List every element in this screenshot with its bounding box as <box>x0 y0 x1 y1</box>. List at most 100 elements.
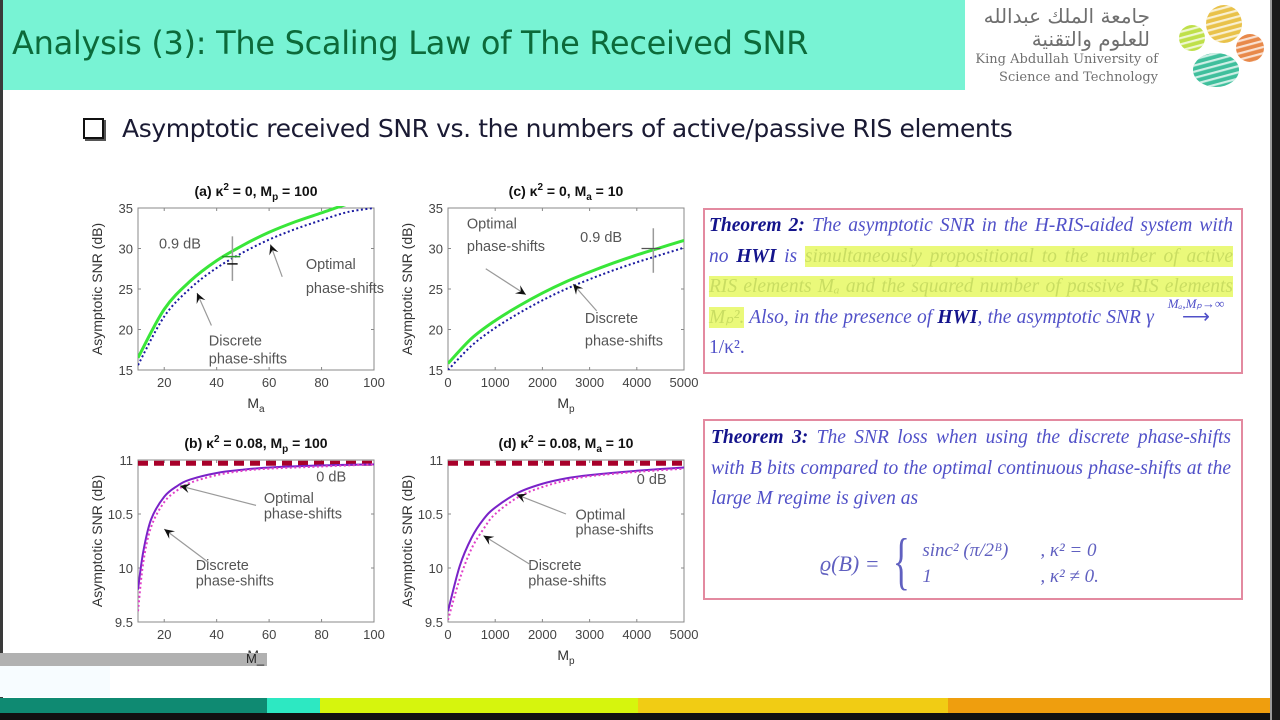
svg-text:5000: 5000 <box>670 375 699 390</box>
svg-text:0 dB: 0 dB <box>316 470 346 486</box>
svg-text:Asymptotic SNR (dB): Asymptotic SNR (dB) <box>399 223 415 355</box>
svg-text:0.9 dB: 0.9 dB <box>580 230 622 246</box>
svg-text:9.5: 9.5 <box>115 615 133 630</box>
svg-text:Discrete: Discrete <box>196 558 249 574</box>
svg-text:phase-shifts: phase-shifts <box>528 573 606 589</box>
snr-loss-equation: ϱ(B) = { sinc² (π/2ᴮ), κ² = 0 1, κ² ≠ 0. <box>820 525 1099 596</box>
svg-text:0: 0 <box>444 627 451 642</box>
chart-title: (a) κ2 = 0, Mp = 100 <box>195 182 318 203</box>
plot-b-snr-vs-ma-hwi: (b) κ2 = 0.08, Mp = 100 20 40 60 80 100 9.5 10 1… <box>80 428 390 676</box>
chart-title: (c) κ2 = 0, Ma = 10 <box>509 182 624 203</box>
theorem-2-box: Theorem 2: The asymptotic SNR in the H-R… <box>703 208 1243 374</box>
chart-title: (b) κ2 = 0.08, Mp = 100 <box>184 434 327 455</box>
svg-text:10: 10 <box>119 561 133 576</box>
svg-text:1000: 1000 <box>481 627 510 642</box>
svg-text:1000: 1000 <box>481 375 510 390</box>
svg-text:phase-shifts: phase-shifts <box>575 523 653 539</box>
svg-text:60: 60 <box>262 375 276 390</box>
video-overlay-strip <box>0 653 267 666</box>
svg-text:60: 60 <box>262 627 276 642</box>
svg-text:phase-shifts: phase-shifts <box>585 334 663 350</box>
svg-text:25: 25 <box>429 282 443 297</box>
svg-text:Asymptotic SNR (dB): Asymptotic SNR (dB) <box>89 475 105 607</box>
svg-text:11: 11 <box>430 453 444 468</box>
svg-text:30: 30 <box>429 242 443 257</box>
svg-text:phase-shifts: phase-shifts <box>196 573 274 589</box>
slide-title: Analysis (3): The Scaling Law of The Rec… <box>12 24 809 62</box>
logo-arabic-line2: للعلوم والتقنية <box>1031 27 1150 51</box>
plot-a-snr-vs-ma: (a) κ2 = 0, Mp = 100 20 40 60 80 100 15 20 25 30 3… <box>80 176 390 424</box>
logo-arabic-line1: جامعة الملك عبدالله <box>983 4 1150 28</box>
series-optimal-phase-shifts <box>138 463 374 590</box>
svg-text:Optimal: Optimal <box>467 216 517 232</box>
footer-color-strip <box>0 698 1272 713</box>
theorem-3-box: Theorem 3: The SNR loss when using the d… <box>703 419 1243 600</box>
series-discrete-phase-shifts <box>138 463 374 612</box>
footer-segment <box>948 698 1272 713</box>
kaust-logo: جامعة الملك عبدالله للعلوم والتقنية King… <box>975 2 1270 94</box>
svg-text:35: 35 <box>119 201 133 216</box>
svg-text:20: 20 <box>119 323 133 338</box>
svg-text:30: 30 <box>119 242 133 257</box>
svg-text:9.5: 9.5 <box>425 615 443 630</box>
footer-segment <box>320 698 638 713</box>
svg-text:Asymptotic SNR (dB): Asymptotic SNR (dB) <box>89 223 105 355</box>
svg-text:25: 25 <box>119 282 133 297</box>
svg-text:Mp: Mp <box>557 647 575 667</box>
svg-text:phase-shifts: phase-shifts <box>306 281 384 297</box>
slide-header-bar <box>3 0 965 90</box>
svg-text:100: 100 <box>363 627 385 642</box>
series-optimal-phase-shifts <box>448 466 684 612</box>
svg-text:15: 15 <box>119 363 133 378</box>
svg-text:0: 0 <box>444 375 451 390</box>
svg-text:Mp: Mp <box>557 395 575 415</box>
svg-text:100: 100 <box>363 375 385 390</box>
svg-text:3000: 3000 <box>575 375 604 390</box>
svg-text:4000: 4000 <box>622 375 651 390</box>
svg-text:Discrete: Discrete <box>528 558 581 574</box>
series-discrete-phase-shifts <box>448 246 684 370</box>
svg-text:Optimal: Optimal <box>306 257 356 273</box>
svg-text:15: 15 <box>429 363 443 378</box>
logo-english-line2: Science and Technology <box>999 70 1158 85</box>
overlay-strip-label: M_ <box>246 651 265 666</box>
plot-c-snr-vs-mp: (c) κ2 = 0, Ma = 10 0 1000 2000 3000 4000 5000… <box>390 176 700 424</box>
bullet-text: Asymptotic received SNR vs. the numbers … <box>122 114 1013 143</box>
chart-title: (d) κ2 = 0.08, Ma = 10 <box>499 434 634 455</box>
kaust-emblem-icon <box>1179 5 1264 87</box>
theorem-3-label: Theorem 3: <box>711 427 809 448</box>
footer-segment <box>0 698 267 713</box>
footer-segment <box>267 698 320 713</box>
svg-text:80: 80 <box>314 375 328 390</box>
svg-text:80: 80 <box>314 627 328 642</box>
window-frame-right-inner <box>1270 0 1272 720</box>
lower-band <box>0 666 110 697</box>
svg-text:20: 20 <box>157 375 171 390</box>
svg-text:10: 10 <box>429 561 443 576</box>
svg-text:20: 20 <box>157 627 171 642</box>
svg-text:2000: 2000 <box>528 627 557 642</box>
svg-text:0 dB: 0 dB <box>637 472 667 488</box>
svg-text:Ma: Ma <box>247 395 265 415</box>
series-discrete-phase-shifts <box>138 207 374 366</box>
series-optimal-phase-shifts <box>448 238 684 365</box>
svg-text:Discrete: Discrete <box>209 334 262 350</box>
svg-text:phase-shifts: phase-shifts <box>264 506 342 522</box>
window-frame-left <box>0 0 3 720</box>
svg-text:Optimal: Optimal <box>264 491 314 507</box>
limit-arrow: Mₐ,Mₚ→∞ ⟶ <box>1167 295 1225 328</box>
svg-text:0.9 dB: 0.9 dB <box>159 237 201 253</box>
svg-text:Optimal: Optimal <box>575 507 625 523</box>
svg-text:35: 35 <box>429 201 443 216</box>
svg-text:5000: 5000 <box>670 627 699 642</box>
svg-text:Discrete: Discrete <box>585 311 638 327</box>
svg-text:Asymptotic SNR (dB): Asymptotic SNR (dB) <box>399 475 415 607</box>
svg-text:phase-shifts: phase-shifts <box>467 239 545 255</box>
svg-text:4000: 4000 <box>622 627 651 642</box>
logo-english-line1: King Abdullah University of <box>975 52 1158 67</box>
plot-d-snr-vs-mp-hwi: (d) κ2 = 0.08, Ma = 10 0 1000 2000 3000 4000 5… <box>390 428 700 676</box>
svg-text:phase-shifts: phase-shifts <box>209 352 287 368</box>
svg-text:40: 40 <box>209 375 223 390</box>
bullet-point: Asymptotic received SNR vs. the numbers … <box>83 114 1013 143</box>
series-optimal-phase-shifts <box>138 206 347 359</box>
